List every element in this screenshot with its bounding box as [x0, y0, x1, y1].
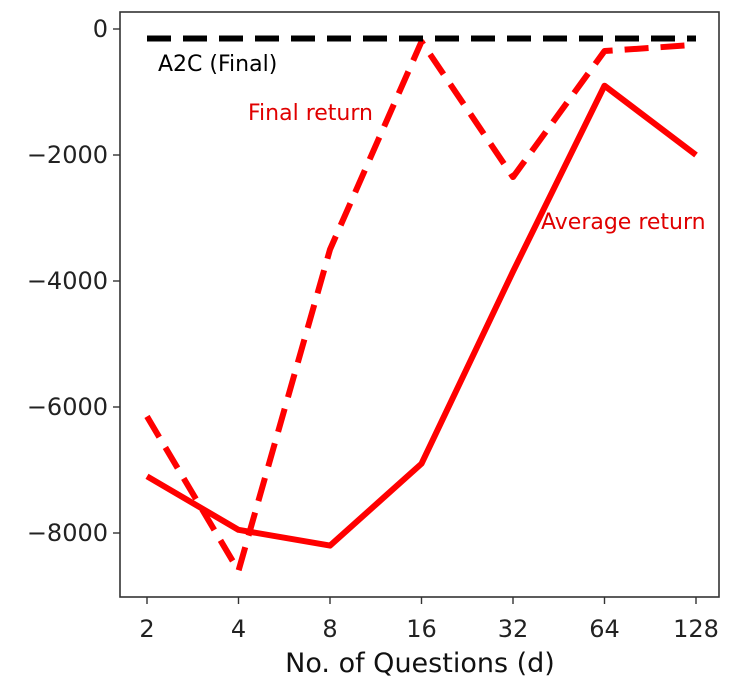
x-tick-label: 64 — [589, 615, 620, 643]
annotation-average-return: Average return — [541, 210, 706, 235]
series-layer — [144, 35, 698, 574]
y-tick-label: −4000 — [27, 267, 108, 295]
y-tick-label: −8000 — [27, 519, 108, 547]
x-tick-label: 8 — [322, 615, 337, 643]
y-tick-label: −6000 — [27, 393, 108, 421]
series-line-final-return — [144, 38, 697, 574]
x-axis-title: No. of Questions (d) — [285, 648, 555, 679]
x-tick-label: 2 — [139, 615, 154, 643]
x-tick-label: 32 — [498, 615, 529, 643]
annotation-final-return: Final return — [248, 101, 373, 126]
x-tick-label: 16 — [406, 615, 437, 643]
x-tick-label: 128 — [673, 615, 719, 643]
annotation-a2c-final: A2C (Final) — [158, 52, 277, 77]
x-tick-label: 4 — [231, 615, 246, 643]
y-tick-label: 0 — [93, 15, 108, 43]
series-line-average-return — [145, 82, 698, 549]
x-axis: 2 4 8 16 32 64 128 — [139, 597, 719, 643]
y-axis: 0 −2000 −4000 −6000 −8000 — [27, 15, 120, 547]
plot-frame — [119, 11, 720, 598]
y-tick-label: −2000 — [27, 141, 108, 169]
